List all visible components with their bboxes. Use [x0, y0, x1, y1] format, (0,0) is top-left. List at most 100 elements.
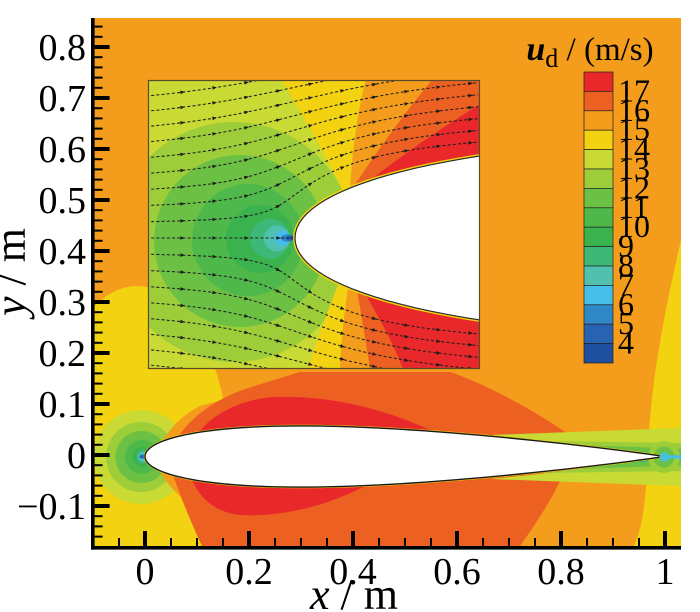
- inset-border: [147, 79, 481, 370]
- arrowhead: [276, 338, 281, 343]
- y-tick-label: 0.4: [39, 231, 87, 273]
- y-major-tick: [94, 300, 110, 304]
- y-minor-tick: [94, 76, 103, 79]
- streamline: [148, 141, 479, 223]
- fan-band: [350, 80, 432, 189]
- te-cyan-band: [668, 455, 681, 459]
- arrowhead: [468, 354, 473, 359]
- arrowhead: [404, 149, 409, 153]
- colorbar-title-units: / (m/s): [558, 32, 653, 68]
- arrowhead: [212, 132, 217, 136]
- arrowhead: [340, 357, 345, 361]
- arrowhead: [339, 306, 345, 310]
- x-minor-tick: [170, 538, 172, 546]
- y-tick-label: 0.7: [39, 78, 87, 120]
- arrowhead: [436, 144, 441, 149]
- y-major-tick: [94, 45, 110, 49]
- colorbar-tick-label: 7: [618, 266, 634, 302]
- arrowhead: [180, 219, 185, 223]
- x-minor-tick: [378, 538, 380, 546]
- arrowhead: [307, 167, 313, 171]
- arrowhead: [212, 307, 217, 312]
- arrowhead: [180, 185, 185, 189]
- y-minor-tick: [94, 86, 103, 89]
- arrowhead: [180, 351, 185, 355]
- arrowhead: [339, 141, 345, 145]
- y-axis-spine: [91, 18, 95, 550]
- arrowhead: [468, 81, 473, 86]
- arrowhead: [307, 305, 313, 309]
- arrowhead: [339, 154, 345, 158]
- streamline: [148, 94, 479, 158]
- arrowhead: [468, 331, 473, 335]
- x-axis-label-variable: x: [309, 570, 330, 612]
- arrowhead: [244, 194, 249, 198]
- colorbar-title: ud / (m/s): [526, 31, 653, 73]
- y-major-tick: [94, 198, 110, 202]
- arrowhead: [244, 278, 249, 282]
- arrowhead: [180, 287, 185, 291]
- x-major-tick: [143, 531, 147, 546]
- arrowhead: [372, 120, 377, 124]
- y-minor-tick: [94, 331, 103, 334]
- x-minor-tick: [638, 538, 640, 546]
- colorbar-block: [583, 168, 614, 189]
- y-minor-tick: [94, 321, 103, 324]
- colorbar-tick-label: 15: [618, 111, 650, 147]
- arrowhead: [339, 166, 345, 170]
- arrowhead: [372, 328, 377, 332]
- arrowhead: [275, 323, 281, 327]
- arrowhead: [244, 81, 249, 85]
- x-minor-tick: [196, 538, 198, 546]
- y-minor-tick: [94, 35, 103, 38]
- arrowhead: [308, 124, 313, 128]
- y-minor-tick: [94, 168, 103, 171]
- y-major-tick: [94, 504, 110, 508]
- y-minor-tick: [94, 372, 103, 375]
- arrowhead: [307, 138, 313, 142]
- upper-red-lobe: [190, 396, 432, 446]
- y-minor-tick: [94, 392, 103, 395]
- arrowhead: [244, 314, 249, 318]
- arrowhead: [180, 303, 185, 308]
- arrowhead: [275, 165, 281, 170]
- arrowhead: [404, 126, 409, 130]
- colorbar-block: [583, 304, 614, 325]
- arrowhead: [340, 89, 345, 93]
- arrowhead: [307, 334, 313, 338]
- y-minor-tick: [94, 209, 103, 212]
- arrowhead: [308, 362, 313, 366]
- colorbar-block: [583, 207, 614, 228]
- arrowhead: [276, 118, 281, 123]
- arrowhead: [244, 126, 249, 130]
- arrowhead: [307, 182, 313, 187]
- arrowhead: [276, 236, 281, 240]
- y-minor-tick: [94, 341, 103, 344]
- y-minor-tick: [94, 535, 103, 538]
- arrowhead: [180, 236, 185, 240]
- arrowhead: [212, 148, 217, 152]
- arrowhead: [468, 93, 473, 98]
- arrowhead: [436, 339, 441, 343]
- arrowhead: [436, 327, 441, 332]
- arrowhead: [404, 137, 409, 142]
- arrowhead: [212, 199, 217, 204]
- arrowhead: [275, 183, 281, 187]
- arrowhead: [372, 352, 377, 356]
- x-axis-label-units: / m: [330, 570, 398, 612]
- arrowhead: [180, 253, 185, 257]
- arrowhead: [404, 90, 409, 94]
- y-major-tick: [94, 96, 110, 100]
- arrowhead: [372, 364, 377, 368]
- arrowhead: [468, 105, 473, 110]
- arrowhead: [372, 156, 377, 160]
- arrowhead: [372, 82, 377, 87]
- colorbar-tick-label: 6: [618, 286, 634, 322]
- colorbar-block: [583, 91, 614, 112]
- arrowhead: [404, 334, 409, 339]
- y-minor-tick: [94, 178, 103, 181]
- y-minor-tick: [94, 362, 103, 365]
- y-minor-tick: [94, 290, 103, 293]
- y-minor-tick: [94, 117, 103, 120]
